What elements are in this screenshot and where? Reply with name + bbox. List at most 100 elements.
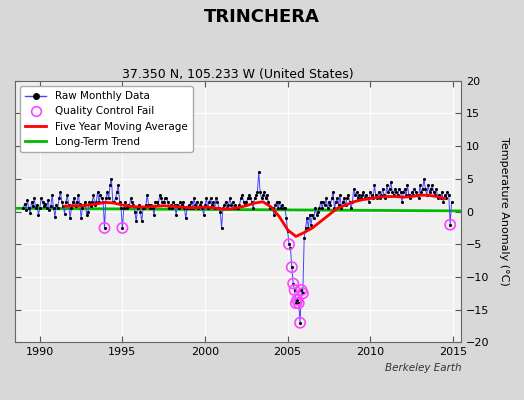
Point bbox=[42, 205, 51, 212]
Point bbox=[414, 195, 423, 202]
Point bbox=[389, 192, 398, 198]
Point bbox=[384, 189, 392, 195]
Point bbox=[48, 192, 57, 198]
Point bbox=[113, 189, 121, 195]
Point bbox=[363, 195, 372, 202]
Point bbox=[158, 198, 167, 205]
Point bbox=[297, 287, 305, 293]
Point bbox=[89, 192, 97, 198]
Point bbox=[350, 186, 358, 192]
Point bbox=[369, 195, 377, 202]
Point bbox=[213, 198, 222, 205]
Point bbox=[148, 205, 157, 212]
Point bbox=[365, 198, 373, 205]
Point bbox=[38, 198, 47, 205]
Point bbox=[279, 205, 288, 212]
Point bbox=[182, 215, 190, 221]
Point bbox=[289, 280, 297, 287]
Point bbox=[106, 182, 114, 189]
Point bbox=[73, 198, 81, 205]
Point bbox=[380, 192, 388, 198]
Point bbox=[217, 225, 226, 231]
Point bbox=[359, 189, 368, 195]
Point bbox=[121, 198, 129, 205]
Point bbox=[296, 320, 304, 326]
Point bbox=[416, 182, 424, 189]
Point bbox=[332, 198, 340, 205]
Point bbox=[22, 206, 30, 213]
Point bbox=[134, 205, 142, 212]
Point bbox=[224, 202, 233, 208]
Point bbox=[60, 210, 69, 217]
Point bbox=[242, 198, 250, 205]
Point bbox=[193, 198, 201, 205]
Point bbox=[20, 200, 29, 207]
Point bbox=[104, 195, 113, 202]
Point bbox=[316, 198, 325, 205]
Point bbox=[400, 186, 409, 192]
Point bbox=[419, 186, 427, 192]
Point bbox=[323, 205, 332, 212]
Point bbox=[226, 195, 234, 202]
Point bbox=[428, 182, 436, 189]
Point bbox=[88, 198, 96, 205]
Point bbox=[53, 205, 62, 212]
Point bbox=[174, 205, 183, 212]
Point bbox=[91, 202, 99, 208]
Point bbox=[211, 205, 219, 212]
Point bbox=[367, 192, 376, 198]
Point bbox=[152, 198, 161, 205]
Point bbox=[124, 202, 132, 208]
Point bbox=[263, 192, 271, 198]
Point bbox=[244, 195, 252, 202]
Point bbox=[272, 198, 281, 205]
Point bbox=[55, 195, 63, 202]
Point bbox=[277, 205, 285, 212]
Point bbox=[282, 215, 290, 221]
Point bbox=[178, 202, 186, 208]
Point bbox=[119, 205, 128, 212]
Point bbox=[58, 198, 66, 205]
Point bbox=[168, 205, 176, 212]
Point bbox=[311, 205, 320, 212]
Point bbox=[30, 195, 38, 202]
Point bbox=[260, 189, 268, 195]
Point bbox=[300, 234, 309, 241]
Point bbox=[297, 287, 305, 293]
Point bbox=[33, 202, 41, 208]
Point bbox=[441, 192, 449, 198]
Point bbox=[248, 198, 256, 205]
Point bbox=[194, 205, 202, 212]
Point bbox=[343, 195, 351, 202]
Point bbox=[334, 202, 343, 208]
Point bbox=[345, 198, 354, 205]
Point bbox=[74, 192, 83, 198]
Point bbox=[70, 195, 79, 202]
Point bbox=[383, 182, 391, 189]
Point bbox=[137, 218, 146, 224]
Point bbox=[26, 210, 35, 216]
Point bbox=[421, 186, 430, 192]
Point bbox=[163, 198, 172, 205]
Point bbox=[376, 195, 384, 202]
Point bbox=[288, 264, 296, 270]
Point bbox=[227, 202, 235, 208]
Point bbox=[245, 192, 253, 198]
Point bbox=[222, 198, 230, 205]
Point bbox=[223, 205, 231, 212]
Point bbox=[356, 195, 365, 202]
Point bbox=[336, 192, 344, 198]
Point bbox=[250, 195, 259, 202]
Point bbox=[234, 205, 242, 212]
Point bbox=[201, 202, 209, 208]
Point bbox=[246, 195, 255, 202]
Point bbox=[274, 205, 282, 212]
Point bbox=[150, 212, 158, 218]
Point bbox=[268, 205, 277, 212]
Point bbox=[165, 205, 173, 212]
Point bbox=[77, 215, 85, 221]
Point bbox=[394, 192, 402, 198]
Point bbox=[290, 287, 299, 293]
Point bbox=[403, 182, 412, 189]
Point bbox=[189, 205, 197, 212]
